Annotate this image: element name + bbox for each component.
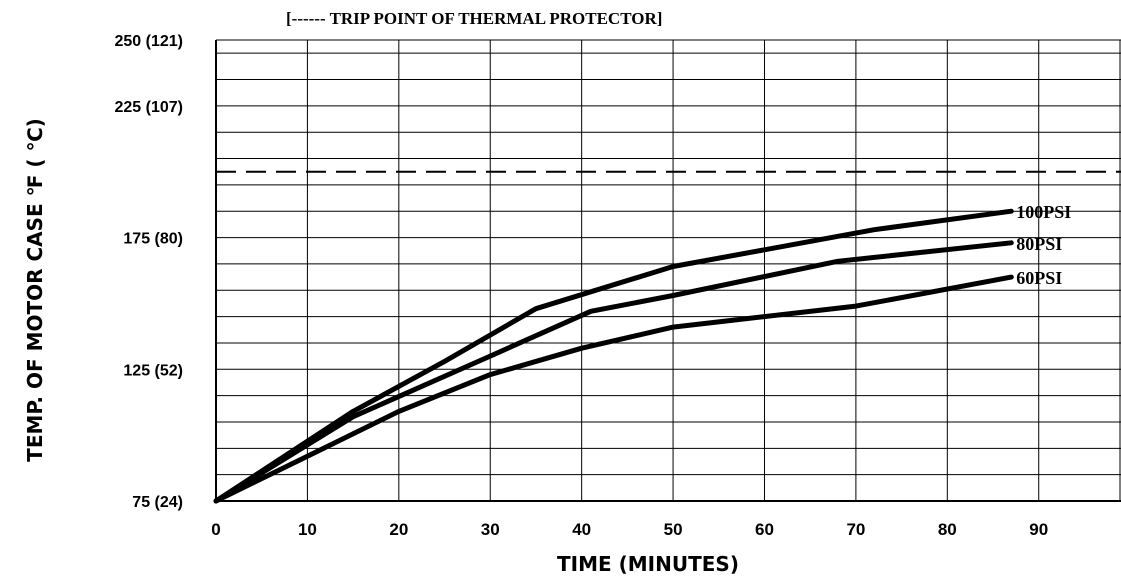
y-tick-label: 75 (24)	[132, 494, 183, 511]
x-tick-label: 50	[664, 520, 683, 539]
series-label-100psi: 100PSI	[1016, 202, 1071, 222]
x-tick-label: 20	[389, 520, 408, 539]
y-tick-label: 225 (107)	[115, 99, 184, 116]
x-axis-label: TIME (MINUTES)	[557, 552, 739, 576]
y-tick-label: 250 (121)	[115, 33, 184, 50]
labels-layer: 100PSI 80PSI 60PSI 75 (24) 125 (52) 175 (80) 2…	[115, 33, 1072, 539]
x-tick-label: 80	[938, 520, 957, 539]
series-line-60psi	[213, 274, 1014, 504]
series-line-80psi	[213, 240, 1014, 504]
y-tick-label: 125 (52)	[123, 362, 183, 379]
y-tick-label: 175 (80)	[123, 231, 183, 248]
chart-title: [------ TRIP POINT OF THERMAL PROTECTOR]	[286, 9, 662, 28]
x-tick-label: 90	[1029, 520, 1048, 539]
x-tick-label: 60	[755, 520, 774, 539]
x-tick-label: 0	[211, 520, 220, 539]
x-tick-label: 70	[846, 520, 865, 539]
x-tick-label: 30	[481, 520, 500, 539]
y-axis-label: TEMP. OF MOTOR CASE ℉ ( ℃)	[23, 118, 47, 462]
series-label-80psi: 80PSI	[1016, 234, 1062, 254]
series-layer	[213, 208, 1014, 504]
x-tick-label: 40	[572, 520, 591, 539]
series-line-100psi	[213, 208, 1014, 504]
grid	[215, 39, 1121, 502]
series-label-60psi: 60PSI	[1016, 268, 1062, 288]
x-tick-label: 10	[298, 520, 317, 539]
